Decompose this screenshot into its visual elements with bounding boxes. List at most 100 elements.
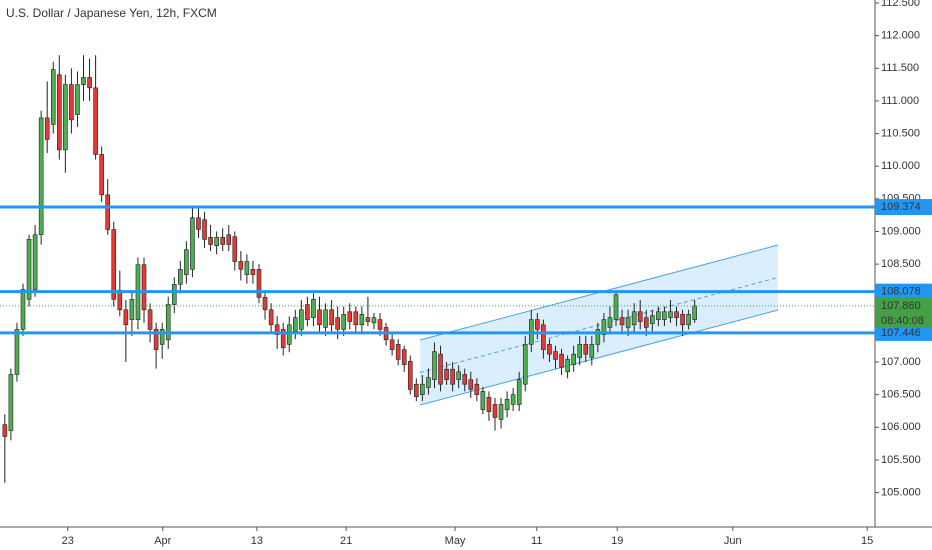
- candle-body: [577, 344, 583, 358]
- candle-body: [171, 284, 177, 305]
- candle-body: [510, 394, 516, 405]
- y-tick-label: 111.500: [881, 62, 919, 74]
- candle-body: [444, 368, 449, 380]
- candle-body: [589, 344, 595, 358]
- candle-body: [32, 234, 38, 290]
- candle-body: [196, 217, 201, 230]
- candle-body: [565, 359, 570, 373]
- candle-body: [63, 84, 68, 151]
- level-label-box: [875, 324, 932, 341]
- candle-body: [93, 87, 98, 155]
- candle-body: [668, 311, 673, 318]
- candle-body: [680, 314, 685, 326]
- candle-body: [57, 74, 62, 151]
- candle-body: [87, 77, 92, 89]
- candle-body: [438, 353, 443, 385]
- y-tick-label: 112.000: [881, 30, 920, 42]
- candle-body: [26, 238, 32, 300]
- candle-body: [395, 344, 401, 360]
- candle-body: [674, 311, 679, 318]
- level-label: 107.446: [881, 327, 921, 339]
- candle-body: [220, 237, 225, 245]
- candle-body: [50, 69, 56, 125]
- candle-body: [329, 309, 334, 326]
- candle-body: [232, 236, 238, 262]
- candle-body: [250, 269, 256, 275]
- level-label: 108.078: [881, 286, 921, 298]
- candle-body: [353, 311, 359, 326]
- candle-body: [38, 117, 44, 236]
- candle-body: [468, 379, 474, 390]
- candle-body: [650, 315, 655, 324]
- x-tick-label: Jun: [724, 535, 742, 547]
- y-tick-label: 111.000: [881, 95, 919, 107]
- candle-body: [214, 237, 219, 247]
- candle-body: [625, 317, 631, 328]
- y-tick-label: 106.000: [881, 421, 921, 433]
- candle-body: [178, 269, 183, 285]
- candle-body: [601, 319, 607, 335]
- candle-body: [456, 371, 461, 380]
- candle-body: [450, 368, 455, 385]
- candle-body: [407, 361, 413, 390]
- candle-body: [662, 311, 667, 320]
- candle-body: [365, 317, 371, 322]
- candle-body: [317, 309, 322, 326]
- candle-body: [371, 317, 377, 324]
- candle-body: [165, 304, 171, 341]
- candle-body: [389, 339, 395, 350]
- candle-body: [377, 319, 383, 330]
- x-tick-label: 13: [251, 535, 263, 547]
- y-tick-label: 105.500: [881, 454, 921, 466]
- x-tick-label: Apr: [154, 535, 171, 547]
- candle-body: [347, 311, 353, 322]
- channel-mid: [419, 277, 779, 373]
- y-tick-label: 107.000: [881, 356, 921, 368]
- candle-body: [99, 154, 104, 196]
- y-tick-label: 108.500: [881, 258, 921, 270]
- candle-body: [274, 324, 280, 335]
- candle-body: [286, 324, 292, 345]
- candle-body: [498, 404, 504, 420]
- candle-body: [359, 314, 365, 326]
- candle-body: [159, 329, 165, 345]
- level-label: 109.374: [881, 201, 921, 213]
- candle-body: [311, 299, 316, 318]
- candle-body: [153, 329, 159, 350]
- candle-body: [571, 353, 576, 365]
- candle-body: [462, 374, 468, 385]
- candle-body: [20, 289, 26, 330]
- candle-body: [335, 317, 340, 330]
- candle-body: [44, 117, 50, 140]
- candle-body: [401, 349, 407, 365]
- candle-body: [75, 84, 80, 115]
- candle-body: [2, 424, 8, 437]
- candle-body: [244, 261, 250, 275]
- candle-body: [81, 77, 86, 85]
- candle-body: [292, 317, 298, 332]
- y-tick-label: 110.000: [881, 160, 920, 172]
- candle-body: [202, 219, 207, 240]
- candle-body: [8, 374, 14, 431]
- candle-body: [414, 383, 419, 397]
- candle-body: [619, 317, 625, 326]
- y-tick-label: 109.000: [881, 225, 921, 237]
- candle-body: [238, 261, 244, 270]
- candle-body: [426, 377, 431, 388]
- candle-body: [105, 194, 111, 230]
- candle-body: [432, 351, 437, 380]
- last-price-label: 107.860: [881, 300, 921, 312]
- x-tick-label: 19: [611, 535, 623, 547]
- channel-bottom: [419, 309, 779, 406]
- candle-body: [480, 391, 486, 410]
- candle-body: [559, 353, 564, 368]
- candle-body: [474, 383, 480, 395]
- y-tick-label: 110.500: [881, 127, 920, 139]
- candle-body: [516, 379, 522, 405]
- candle-body: [547, 344, 552, 355]
- x-tick-label: 15: [861, 535, 873, 547]
- countdown-label: 08:40:08: [881, 315, 924, 327]
- y-tick-label: 105.000: [881, 486, 921, 498]
